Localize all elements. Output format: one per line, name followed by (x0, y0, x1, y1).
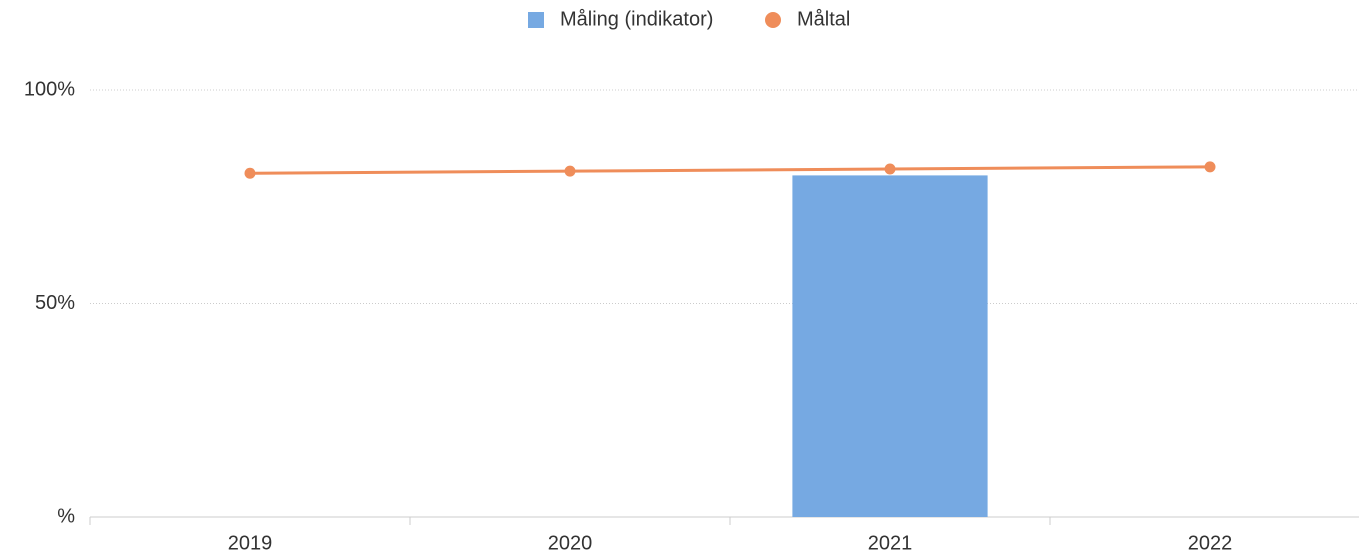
y-tick-label: 100% (24, 78, 75, 100)
y-tick-label: 50% (35, 292, 75, 314)
bar (792, 175, 988, 517)
y-tick-label: % (57, 505, 75, 527)
line (249, 165, 1211, 175)
x-tick-label: 2021 (868, 532, 913, 554)
legend-label: Måling (indikator) (560, 8, 713, 30)
point (244, 167, 256, 179)
legend-swatch (528, 12, 544, 28)
x-tick-label: 2020 (548, 532, 593, 554)
x-tick-label: 2022 (1188, 532, 1233, 554)
x-tick-label: 2019 (228, 532, 273, 554)
legend-swatch (765, 12, 781, 28)
point (564, 165, 576, 177)
point (1204, 161, 1216, 173)
point (884, 163, 896, 175)
legend-label: Måltal (797, 8, 850, 30)
